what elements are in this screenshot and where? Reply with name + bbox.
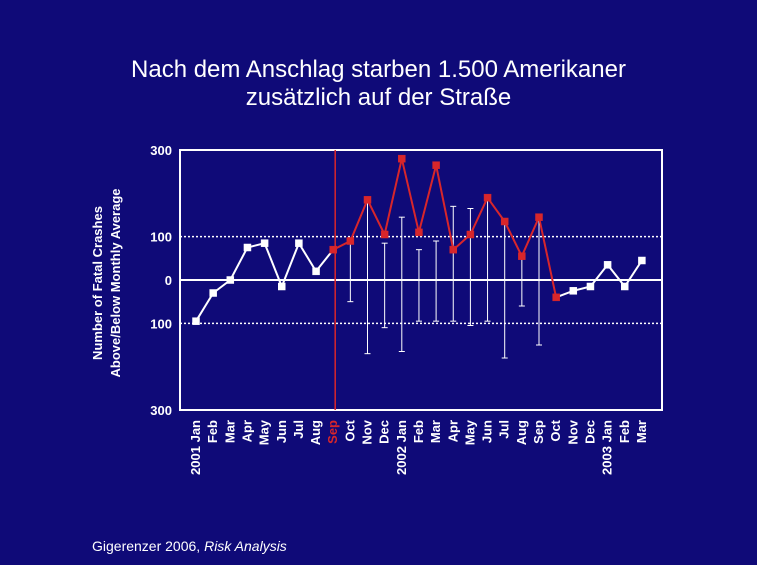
post-event-point xyxy=(380,230,389,239)
x-tick-label: Jul xyxy=(291,420,306,439)
x-tick-label: Oct xyxy=(342,419,357,441)
slide-title: Nach dem Anschlag starben 1.500 Amerikan… xyxy=(0,56,757,112)
post-event-point xyxy=(500,217,509,226)
baseline-series-line-before xyxy=(195,240,334,322)
post-event-point xyxy=(363,196,372,204)
x-tick-label: Feb xyxy=(617,420,632,443)
x-tick-label: Jun xyxy=(480,420,495,443)
baseline-point xyxy=(603,261,612,269)
y-tick-label: 300 xyxy=(150,403,172,418)
x-tick-label: Jul xyxy=(497,420,512,439)
x-tick-label: Sep xyxy=(325,420,340,444)
x-tick-label: Mar xyxy=(634,420,649,443)
y-axis-title-line-2: Above/Below Monthly Average xyxy=(108,188,123,377)
y-tick-labels: 300 100 0 100 300 xyxy=(150,143,172,418)
post-event-point xyxy=(398,154,406,163)
x-tick-label: Oct xyxy=(548,419,563,441)
post-event-point xyxy=(432,161,440,169)
x-tick-label: Apr xyxy=(239,420,254,442)
baseline-point xyxy=(312,267,320,276)
baseline-point xyxy=(569,287,578,295)
baseline-point xyxy=(192,317,200,325)
caption-journal: Risk Analysis xyxy=(204,538,287,554)
x-tick-label: May xyxy=(462,419,477,445)
x-tick-label: Sep xyxy=(531,420,546,444)
post-event-point xyxy=(518,252,526,260)
baseline-point xyxy=(295,239,303,247)
post-event-point xyxy=(552,293,560,302)
x-tick-label: Jun xyxy=(274,420,289,443)
x-tick-labels: 2001 Jan Feb Mar Apr May Jun Jul Aug Sep Oct Nov De… xyxy=(188,419,649,475)
baseline-point xyxy=(638,256,646,265)
x-tick-label: Apr xyxy=(445,420,460,442)
y-tick-label: 0 xyxy=(165,273,172,288)
title-line-1: Nach dem Anschlag starben 1.500 Amerikan… xyxy=(131,56,626,83)
x-tick-label: 2002 Jan xyxy=(394,420,409,475)
post-event-point xyxy=(346,237,355,245)
baseline-point xyxy=(278,282,286,291)
post-event-point xyxy=(466,230,475,239)
post-event-point xyxy=(449,245,457,254)
y-tick-label: 100 xyxy=(150,316,172,331)
baseline-point xyxy=(209,289,217,297)
x-tick-label: Mar xyxy=(428,420,443,443)
x-tick-label: Nov xyxy=(360,419,375,444)
x-tick-label: Nov xyxy=(565,419,580,444)
post-event-series-line xyxy=(332,158,558,298)
post-event-point xyxy=(415,228,423,237)
x-tick-label: Feb xyxy=(205,420,220,443)
baseline-point xyxy=(226,276,235,284)
baseline-series-line-after xyxy=(555,259,643,299)
post-event-point xyxy=(329,245,337,254)
x-tick-label: Aug xyxy=(514,420,529,445)
x-tick-label: Mar xyxy=(222,420,237,443)
error-bars xyxy=(347,197,542,359)
x-tick-label: Dec xyxy=(583,420,598,444)
title-line-2: zusätzlich auf der Straße xyxy=(245,84,512,111)
baseline-point xyxy=(243,243,252,252)
baseline-point xyxy=(621,282,629,291)
x-tick-label: May xyxy=(257,419,272,445)
y-tick-label: 100 xyxy=(150,230,172,245)
post-event-point xyxy=(483,193,492,202)
caption-author: Gigerenzer 2006, xyxy=(92,538,205,554)
x-tick-label: Aug xyxy=(308,420,323,445)
x-tick-label: 2001 Jan xyxy=(188,420,203,475)
reference-lines xyxy=(180,235,662,325)
baseline-point xyxy=(586,282,595,291)
post-event-point xyxy=(535,213,543,221)
baseline-point xyxy=(260,239,269,247)
x-tick-label: Dec xyxy=(377,420,392,444)
chart-axes xyxy=(179,149,663,411)
source-caption: Gigerenzer 2006, Risk Analysis xyxy=(92,538,287,554)
y-axis-title-line-1: Number of Fatal Crashes xyxy=(90,206,105,360)
series-markers xyxy=(192,154,646,325)
x-tick-label: 2003 Jan xyxy=(600,420,615,475)
x-tick-label: Feb xyxy=(411,420,426,443)
y-tick-label: 300 xyxy=(150,143,172,158)
